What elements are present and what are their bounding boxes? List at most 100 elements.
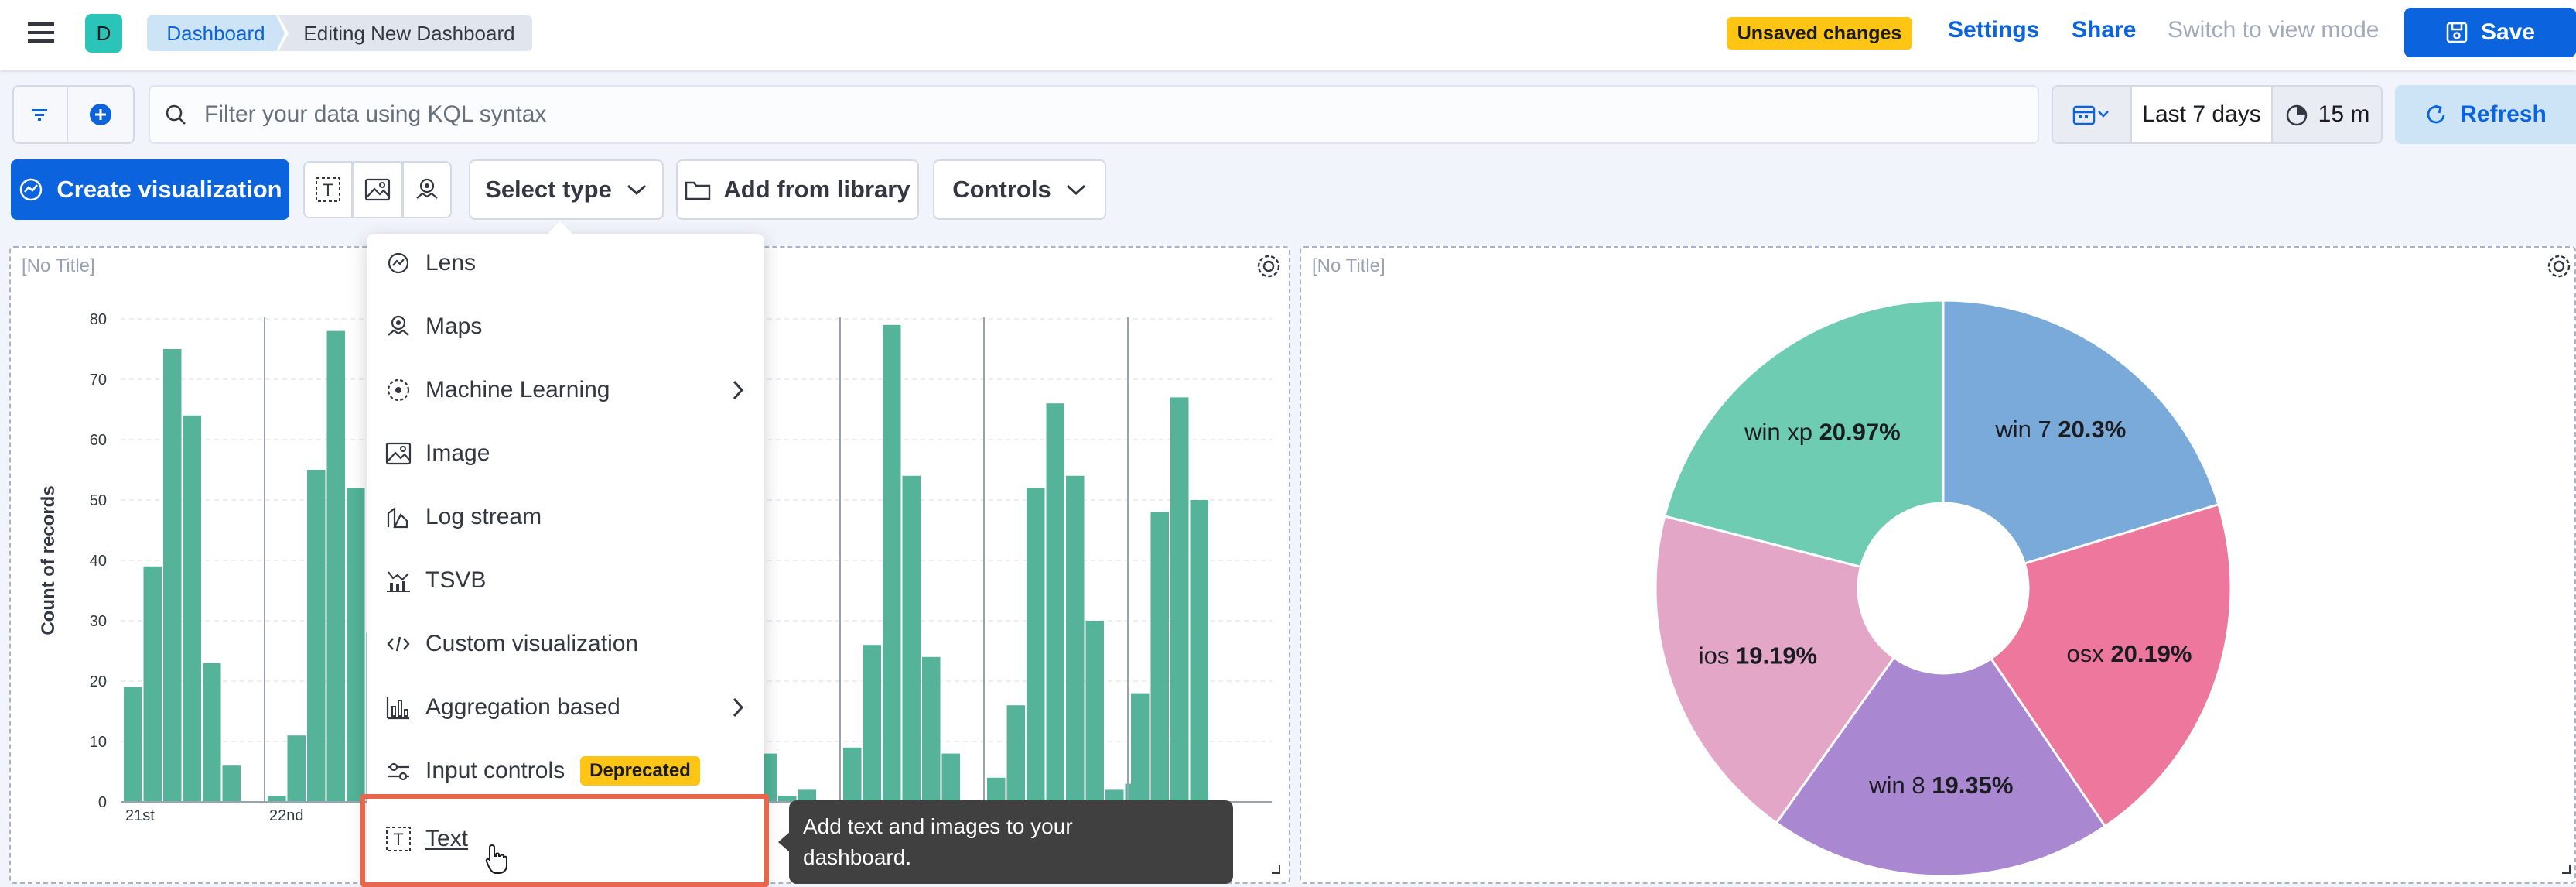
- select-type-menu: Lens Maps Machine Learning Image Log str…: [360, 234, 769, 887]
- tsvb-icon: [387, 571, 410, 592]
- menu-item-label: Machine Learning: [425, 377, 610, 402]
- lens-icon: [388, 252, 409, 274]
- lens-icon: [20, 178, 43, 201]
- pie-chart-panel[interactable]: [No Title] win 7 20.3% osx 20.19% win 8 19…: [1300, 246, 2576, 884]
- chevron-right-icon: [733, 697, 744, 717]
- add-image-panel-button[interactable]: [353, 161, 402, 218]
- menu-toggle-button[interactable]: [28, 20, 56, 45]
- bar: [902, 475, 921, 802]
- gear-icon[interactable]: [2545, 252, 2573, 280]
- bar: [163, 349, 182, 802]
- kql-placeholder: Filter your data using KQL syntax: [204, 101, 547, 127]
- switch-view-mode-link[interactable]: Switch to view mode: [2168, 17, 2380, 43]
- menu-item-tsvb[interactable]: TSVB: [385, 559, 486, 602]
- save-label: Save: [2480, 19, 2536, 45]
- menu-item-image[interactable]: Image: [385, 432, 490, 475]
- y-tick-label: 30: [90, 613, 107, 630]
- bar: [1170, 397, 1189, 802]
- menu-item-aggregation-based[interactable]: Aggregation based: [385, 686, 746, 729]
- menu-item-label: Text: [425, 826, 469, 851]
- panel-title: [No Title]: [22, 255, 95, 276]
- x-tick-label: 22nd: [269, 807, 304, 820]
- log-stream-icon: [387, 506, 408, 529]
- bar: [347, 488, 365, 802]
- maps-icon: [416, 178, 438, 199]
- tooltip-line-2: dashboard.: [803, 845, 912, 869]
- bar: [268, 796, 286, 802]
- controls-button[interactable]: Controls: [933, 159, 1106, 220]
- y-tick-label: 80: [90, 311, 107, 328]
- refresh-label: Refresh: [2460, 101, 2547, 127]
- plus-circle-icon: [90, 104, 111, 125]
- panel-title: [No Title]: [1312, 255, 1385, 276]
- top-header: D Dashboard Editing New Dashboard Unsave…: [0, 0, 2576, 70]
- add-text-panel-button[interactable]: T: [303, 161, 353, 218]
- bar: [124, 687, 142, 802]
- select-type-button[interactable]: Select type: [469, 159, 664, 220]
- chevron-down-icon: [1066, 184, 1085, 196]
- pie-slice-label: win 8 19.35%: [1868, 772, 2013, 799]
- bar: [1131, 693, 1150, 802]
- menu-item-label: Custom visualization: [425, 631, 639, 656]
- kql-search-input[interactable]: Filter your data using KQL syntax: [149, 85, 2039, 144]
- date-quick-menu-button[interactable]: [2052, 85, 2132, 144]
- y-tick-label: 70: [90, 372, 107, 389]
- refresh-interval-label: 15 m: [2318, 101, 2370, 127]
- refresh-interval-button[interactable]: 15 m: [2271, 85, 2383, 144]
- share-link[interactable]: Share: [2072, 17, 2137, 43]
- filter-menu-button[interactable]: [12, 85, 67, 144]
- chevron-right-icon: [733, 380, 744, 400]
- menu-item-maps[interactable]: Maps: [385, 305, 482, 348]
- breadcrumb-dashboard[interactable]: Dashboard: [147, 15, 285, 51]
- bar: [307, 470, 326, 802]
- controls-label: Controls: [952, 176, 1051, 203]
- bar: [183, 415, 201, 802]
- y-tick-label: 40: [90, 553, 107, 570]
- y-tick-label: 0: [98, 794, 107, 811]
- settings-link[interactable]: Settings: [1948, 17, 2040, 43]
- create-visualization-button[interactable]: Create visualization: [11, 159, 289, 220]
- add-from-library-button[interactable]: Add from library: [676, 159, 919, 220]
- bar: [778, 796, 797, 802]
- bar: [863, 645, 881, 802]
- menu-item-input-controls[interactable]: Input controls Deprecated: [385, 749, 700, 793]
- menu-item-label: Log stream: [425, 504, 542, 529]
- y-axis-label: Count of records: [38, 485, 59, 635]
- unsaved-changes-badge: Unsaved changes: [1727, 17, 1912, 50]
- resize-handle-icon[interactable]: [2561, 864, 2571, 875]
- bar: [941, 753, 960, 802]
- menu-item-lens[interactable]: Lens: [385, 241, 476, 285]
- menu-item-label: Image: [425, 440, 490, 466]
- text-icon: T: [316, 177, 340, 202]
- menu-item-machine-learning[interactable]: Machine Learning: [385, 368, 746, 412]
- add-filter-button[interactable]: [67, 85, 135, 144]
- refresh-button[interactable]: Refresh: [2395, 85, 2576, 144]
- menu-item-log-stream[interactable]: Log stream: [385, 495, 542, 539]
- refresh-icon: [2427, 104, 2445, 124]
- svg-text:T: T: [393, 830, 403, 849]
- time-range-button[interactable]: Last 7 days: [2132, 85, 2271, 144]
- menu-item-text[interactable]: T Text: [385, 817, 468, 861]
- bar: [1085, 621, 1104, 802]
- resize-handle-icon[interactable]: [1270, 864, 1281, 875]
- deprecated-badge: Deprecated: [580, 756, 700, 786]
- y-tick-label: 60: [90, 432, 107, 449]
- bar: [326, 330, 345, 803]
- pie-slice: [1775, 656, 2107, 878]
- y-tick-label: 10: [90, 734, 107, 751]
- save-button[interactable]: Save: [2404, 8, 2576, 57]
- gear-icon[interactable]: [1255, 252, 1283, 280]
- tooltip-arrow: [778, 831, 791, 853]
- pie-slice: [1654, 514, 1896, 825]
- pie-chart: win 7 20.3% osx 20.19% win 8 19.35% ios 19.…: [1654, 299, 2233, 878]
- menu-item-custom-visualization[interactable]: Custom visualization: [385, 622, 638, 666]
- menu-item-label: Lens: [425, 250, 477, 276]
- bar: [1046, 403, 1064, 802]
- pie-slice-label: osx 20.19%: [2066, 640, 2192, 667]
- app-avatar[interactable]: D: [85, 14, 122, 53]
- ml-icon: [387, 378, 410, 402]
- hamburger-icon: [28, 22, 54, 43]
- add-map-panel-button[interactable]: [402, 161, 452, 218]
- tooltip-line-1: Add text and images to your: [803, 814, 1073, 838]
- bar: [922, 656, 941, 802]
